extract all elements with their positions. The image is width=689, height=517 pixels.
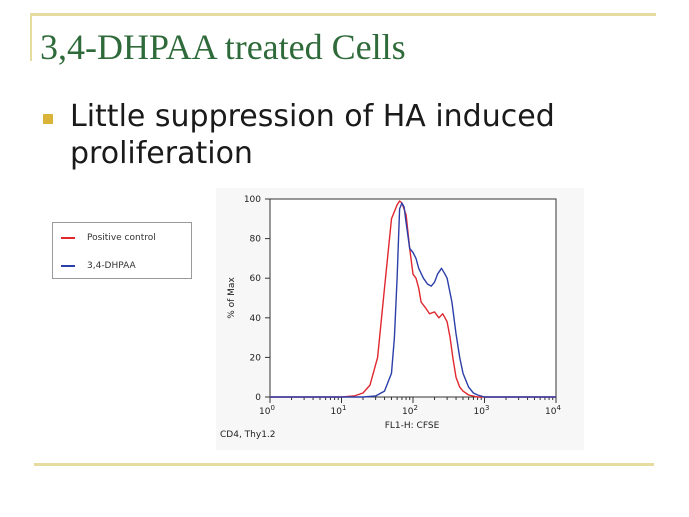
- y-axis-label: % of Max: [227, 277, 237, 319]
- chart-legend: Positive control 3,4-DHPAA: [52, 222, 192, 279]
- x-tick-label: 102: [402, 404, 418, 417]
- left-rule: [30, 13, 32, 61]
- x-tick-label: 104: [545, 404, 561, 417]
- x-tick-label: 101: [331, 404, 347, 417]
- slide-title: 3,4-DHPAA treated Cells: [40, 27, 406, 67]
- bottom-rule: [34, 463, 654, 466]
- x-tick-label: 100: [259, 404, 275, 417]
- plot-area: [269, 198, 557, 398]
- y-tick-label: 60: [250, 274, 262, 284]
- y-tick-label: 100: [244, 195, 261, 205]
- y-tick-label: 20: [250, 353, 262, 363]
- legend-swatch-dhpaa: [61, 265, 75, 267]
- legend-label-positive-control: Positive control: [87, 233, 156, 243]
- bullet-text: Little suppression of HA induced prolife…: [70, 99, 555, 171]
- x-axis-label: FL1-H: CFSE: [385, 421, 440, 431]
- legend-swatch-positive-control: [61, 237, 75, 239]
- legend-entry-dhpaa: 3,4-DHPAA: [61, 260, 136, 272]
- y-tick-label: 0: [255, 393, 261, 403]
- x-tick-label: 103: [474, 404, 490, 417]
- series-layer: [270, 200, 556, 398]
- top-rule: [30, 13, 656, 16]
- legend-entry-positive-control: Positive control: [61, 232, 156, 244]
- series-line-dhpaa: [270, 202, 556, 398]
- axes-layer: 0 20 40 60 80 100 100 101 102 103 104: [244, 195, 562, 417]
- y-tick-label: 40: [250, 314, 262, 324]
- y-tick-label: 80: [250, 235, 262, 245]
- legend-label-dhpaa: 3,4-DHPAA: [87, 261, 136, 271]
- bullet-marker: [43, 114, 53, 124]
- gate-label: CD4, Thy1.2: [220, 430, 276, 440]
- series-line-positive-control: [270, 200, 556, 398]
